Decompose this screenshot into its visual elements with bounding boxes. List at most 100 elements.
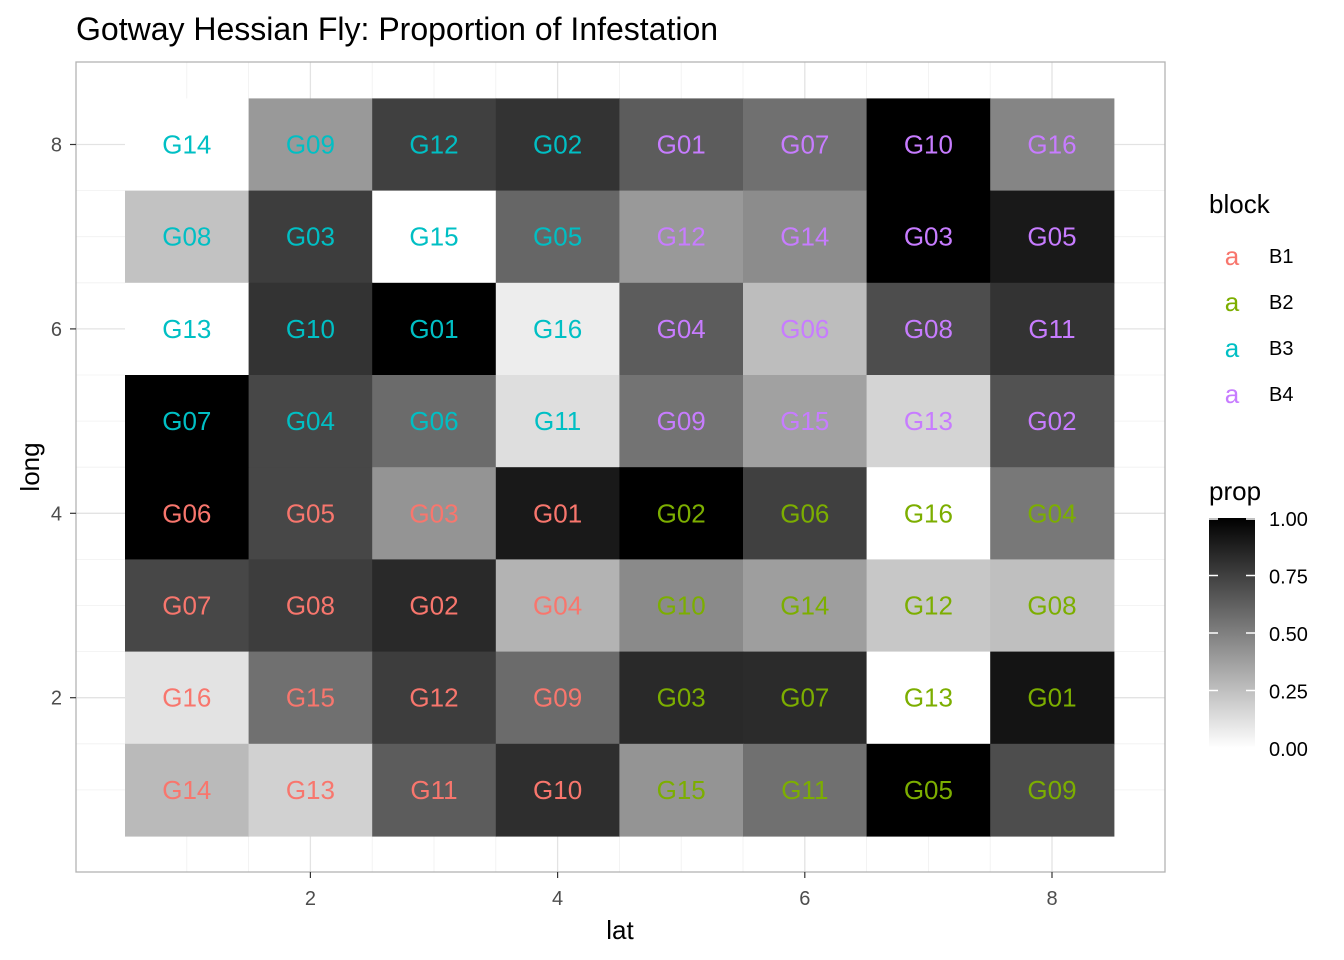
prop-legend: prop 0.00 0.25 0.50 0.75 1.00 — [1209, 476, 1308, 761]
x-tick-label: 4 — [552, 888, 563, 910]
cell-label: G06 — [162, 498, 211, 528]
heatmap-cell — [743, 375, 868, 468]
prop-legend-label: 0.00 — [1269, 739, 1308, 761]
heatmap-cell — [495, 98, 620, 192]
cell-label: G13 — [162, 314, 211, 344]
heatmap-cell — [125, 282, 250, 376]
cell-label: G07 — [780, 683, 829, 713]
y-tick-label: 2 — [51, 688, 62, 710]
heatmap-cell — [743, 467, 868, 560]
cell-label: G11 — [410, 775, 457, 805]
heatmap-cell — [372, 467, 497, 560]
y-tick-label: 8 — [51, 135, 62, 157]
cell-label: G14 — [780, 591, 829, 621]
cell-label: G06 — [409, 406, 458, 436]
panel-border — [75, 61, 1166, 873]
x-axis-ticks: 2 4 6 8 — [305, 872, 1058, 910]
heatmap-cell — [125, 559, 250, 653]
cell-label: G11 — [1028, 314, 1075, 344]
cell-label: G09 — [533, 683, 582, 713]
cell-label: G02 — [657, 498, 706, 528]
heatmap-cells — [125, 98, 1115, 837]
prop-legend-label: 0.25 — [1269, 682, 1308, 704]
block-legend-label: B1 — [1269, 246, 1293, 268]
heatmap-cell — [248, 375, 373, 468]
heatmap-cell — [125, 98, 250, 192]
cell-label: G12 — [409, 130, 458, 160]
cell-label: G15 — [657, 775, 706, 805]
cell-label: G08 — [1027, 591, 1076, 621]
heatmap-cell — [990, 98, 1115, 192]
cell-label: G03 — [904, 222, 953, 252]
cell-label: G10 — [657, 591, 706, 621]
heatmap-cell — [866, 743, 991, 837]
cell-label: G15 — [409, 222, 458, 252]
heatmap-cell — [990, 375, 1115, 468]
prop-legend-label: 0.50 — [1269, 624, 1308, 646]
cell-label: G01 — [1027, 683, 1076, 713]
heatmap-cell — [866, 651, 991, 745]
heatmap-cell — [866, 98, 991, 192]
cell-label: G01 — [657, 130, 706, 160]
heatmap-cell — [248, 559, 373, 653]
heatmap-cell — [125, 375, 250, 468]
cell-label: G07 — [162, 591, 211, 621]
heatmap-cell — [372, 651, 497, 745]
heatmap-cell — [372, 375, 497, 468]
heatmap-cell — [495, 190, 620, 284]
cell-label: G05 — [286, 498, 335, 528]
x-tick-label: 2 — [305, 888, 316, 910]
heatmap-cell — [990, 651, 1115, 745]
prop-legend-label: 1.00 — [1269, 509, 1308, 531]
heatmap-cell — [619, 98, 744, 192]
cell-label: G03 — [657, 683, 706, 713]
cell-label: G01 — [533, 498, 582, 528]
cell-label: G10 — [286, 314, 335, 344]
cell-label: G04 — [286, 406, 335, 436]
heatmap-cell — [619, 467, 744, 560]
heatmap-cell — [619, 743, 744, 837]
cell-label: G14 — [780, 222, 829, 252]
heatmap-cell — [372, 282, 497, 376]
cell-label: G11 — [534, 406, 581, 436]
cell-label: G02 — [533, 130, 582, 160]
block-legend-label: B2 — [1269, 292, 1293, 314]
heatmap-cell — [743, 282, 868, 376]
cell-label: G16 — [904, 498, 953, 528]
heatmap-cell — [125, 651, 250, 745]
block-legend-key: a — [1225, 241, 1240, 271]
heatmap-cell — [743, 743, 868, 837]
cell-label: G09 — [286, 130, 335, 160]
x-tick-label: 6 — [799, 888, 810, 910]
block-legend-label: B3 — [1269, 338, 1293, 360]
cell-label: G04 — [657, 314, 706, 344]
cell-label: G12 — [904, 591, 953, 621]
cell-label: G14 — [162, 775, 211, 805]
cell-label: G08 — [904, 314, 953, 344]
block-legend-key: a — [1225, 379, 1240, 409]
cell-label: G06 — [780, 498, 829, 528]
cell-label: G12 — [657, 222, 706, 252]
prop-legend-ticks: 0.00 0.25 0.50 0.75 1.00 — [1209, 509, 1308, 761]
heatmap-cell — [743, 190, 868, 284]
heatmap-cell — [248, 190, 373, 284]
block-legend-entries: a B1 a B2 a B3 a B4 — [1225, 241, 1294, 409]
heatmap-cell — [125, 190, 250, 284]
cell-label: G09 — [657, 406, 706, 436]
heatmap-cell — [619, 375, 744, 468]
cell-label: G15 — [286, 683, 335, 713]
heatmap-cell — [495, 375, 620, 468]
heatmap-cell — [866, 375, 991, 468]
chart-title: Gotway Hessian Fly: Proportion of Infest… — [76, 11, 718, 47]
cell-label: G13 — [904, 683, 953, 713]
heatmap-cell — [990, 467, 1115, 560]
cell-label: G06 — [780, 314, 829, 344]
y-axis-ticks: 2 4 6 8 — [51, 135, 76, 710]
heatmap-cell — [743, 559, 868, 653]
cell-label: G08 — [286, 591, 335, 621]
cell-label: G15 — [780, 406, 829, 436]
heatmap-cell — [619, 651, 744, 745]
heatmap-cell — [372, 559, 497, 653]
cell-label: G10 — [533, 775, 582, 805]
